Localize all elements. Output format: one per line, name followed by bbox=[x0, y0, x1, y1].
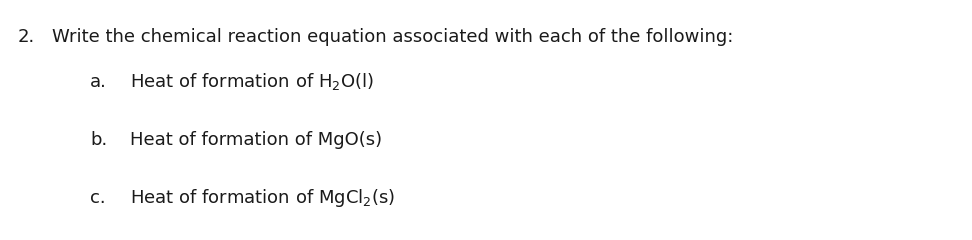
Text: Heat of formation of H$\mathregular{_{2}}$O(l): Heat of formation of H$\mathregular{_{2}… bbox=[130, 72, 374, 92]
Text: b.: b. bbox=[90, 131, 107, 149]
Text: 2.: 2. bbox=[18, 28, 35, 46]
Text: Heat of formation of MgO(s): Heat of formation of MgO(s) bbox=[130, 131, 382, 149]
Text: a.: a. bbox=[90, 73, 107, 91]
Text: c.: c. bbox=[90, 189, 106, 207]
Text: Write the chemical reaction equation associated with each of the following:: Write the chemical reaction equation ass… bbox=[52, 28, 734, 46]
Text: Heat of formation of MgCl$\mathregular{_{2}}$(s): Heat of formation of MgCl$\mathregular{_… bbox=[130, 187, 396, 209]
